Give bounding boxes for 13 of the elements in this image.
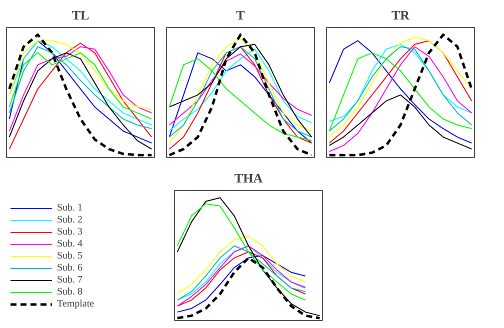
chart-title: TL — [72, 8, 90, 22]
legend-label: Sub. 2 — [57, 214, 83, 225]
chart-title: TR — [391, 8, 410, 22]
legend-label: Sub. 1 — [57, 202, 83, 213]
legend-label: Sub. 8 — [57, 286, 83, 297]
legend-label: Sub. 5 — [57, 250, 83, 261]
legend-label: Sub. 3 — [57, 226, 83, 237]
legend-label: Sub. 7 — [57, 274, 83, 285]
chart-title: THA — [234, 170, 264, 186]
legend-label: Sub. 4 — [57, 238, 83, 249]
chart-title: T — [236, 8, 246, 22]
legend-label: Sub. 6 — [57, 262, 83, 273]
legend-label: Template — [57, 298, 94, 309]
